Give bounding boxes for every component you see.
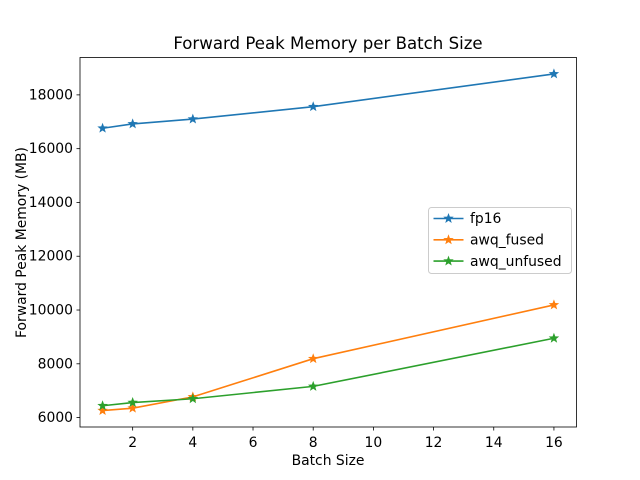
- data-point-fp16: [548, 68, 560, 79]
- x-tick-label: 6: [249, 435, 258, 451]
- data-point-fp16: [187, 113, 199, 124]
- data-point-awq_fused: [97, 405, 108, 416]
- legend-box: [428, 207, 572, 274]
- y-tick-label: 16000: [29, 141, 73, 157]
- x-tick-label: 8: [309, 435, 318, 451]
- data-point-awq_unfused: [307, 380, 319, 391]
- legend-marker: [443, 213, 454, 223]
- legend-label-awq_unfused: awq_unfused: [470, 254, 562, 270]
- legend-marker: [443, 234, 454, 245]
- x-tick-label: 16: [545, 435, 563, 451]
- series-line-awq_unfused: [101, 337, 555, 407]
- y-axis-label: Forward Peak Memory (MB): [14, 147, 30, 338]
- x-axis-label: Batch Size: [292, 453, 365, 469]
- data-point-awq_unfused: [187, 393, 199, 404]
- legend-marker: [443, 255, 454, 266]
- x-tick-label: 12: [425, 435, 443, 451]
- x-tick-label: 14: [485, 435, 503, 451]
- x-tick-label: 4: [188, 435, 197, 451]
- data-point-awq_fused: [548, 299, 560, 310]
- data-point-fp16: [307, 101, 319, 112]
- y-tick-label: 18000: [29, 87, 73, 103]
- chart-title: Forward Peak Memory per Batch Size: [173, 34, 482, 53]
- data-point-fp16: [97, 122, 108, 133]
- data-point-awq_unfused: [127, 397, 138, 407]
- y-tick-label: 12000: [29, 249, 73, 265]
- x-tick-label: 2: [128, 435, 137, 451]
- data-point-awq_unfused: [97, 400, 108, 411]
- data-point-fp16: [127, 118, 138, 129]
- legend: fp16 awq_fused awq_unfused: [428, 207, 572, 274]
- data-point-awq_fused: [127, 402, 138, 413]
- y-tick-label: 8000: [38, 356, 73, 372]
- plot-border: [79, 57, 577, 428]
- legend-label-fp16: fp16: [470, 211, 501, 227]
- y-tick-label: 6000: [38, 410, 73, 426]
- y-tick-label: 14000: [29, 195, 73, 211]
- series-line-awq_fused: [101, 304, 555, 412]
- x-tick-label: 10: [365, 435, 383, 451]
- series-line-fp16: [101, 73, 555, 130]
- legend-label-awq_fused: awq_fused: [470, 233, 544, 249]
- data-point-awq_unfused: [548, 332, 560, 343]
- y-tick-label: 10000: [29, 303, 73, 319]
- data-point-awq_fused: [307, 353, 319, 364]
